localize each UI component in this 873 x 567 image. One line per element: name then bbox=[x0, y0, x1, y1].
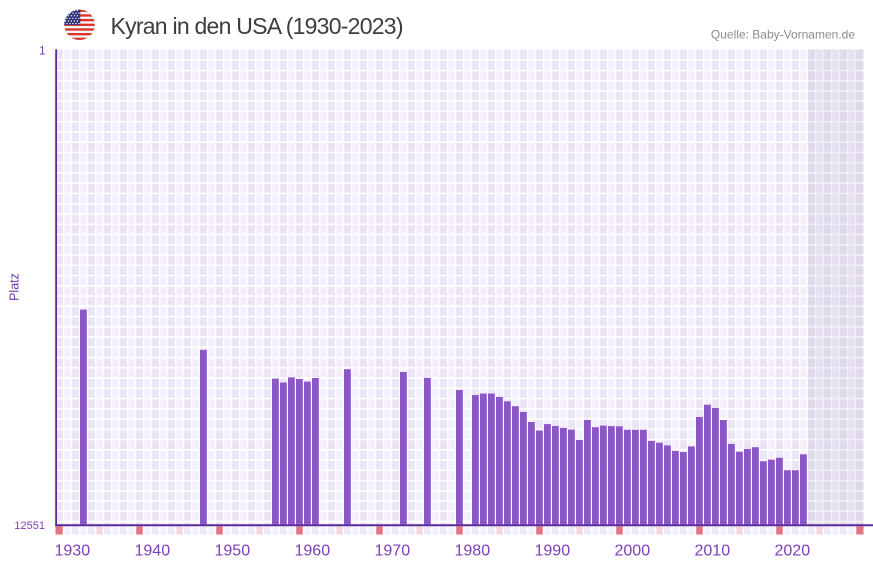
svg-text:Platz: Platz bbox=[8, 273, 22, 301]
svg-text:1940: 1940 bbox=[135, 543, 171, 560]
svg-text:2010: 2010 bbox=[695, 543, 731, 560]
svg-text:1960: 1960 bbox=[295, 543, 331, 560]
svg-text:1970: 1970 bbox=[375, 543, 411, 560]
svg-text:12551: 12551 bbox=[14, 520, 45, 532]
svg-text:1980: 1980 bbox=[455, 543, 491, 560]
svg-text:Kyran in den USA (1930-2023): Kyran in den USA (1930-2023) bbox=[111, 13, 403, 39]
svg-text:1990: 1990 bbox=[535, 543, 571, 560]
svg-text:1: 1 bbox=[39, 46, 45, 58]
svg-text:Quelle: Baby-Vornamen.de: Quelle: Baby-Vornamen.de bbox=[711, 28, 855, 42]
svg-text:1930: 1930 bbox=[55, 543, 91, 560]
svg-text:1950: 1950 bbox=[215, 543, 251, 560]
svg-text:2020: 2020 bbox=[775, 543, 811, 560]
svg-text:2000: 2000 bbox=[615, 543, 651, 560]
